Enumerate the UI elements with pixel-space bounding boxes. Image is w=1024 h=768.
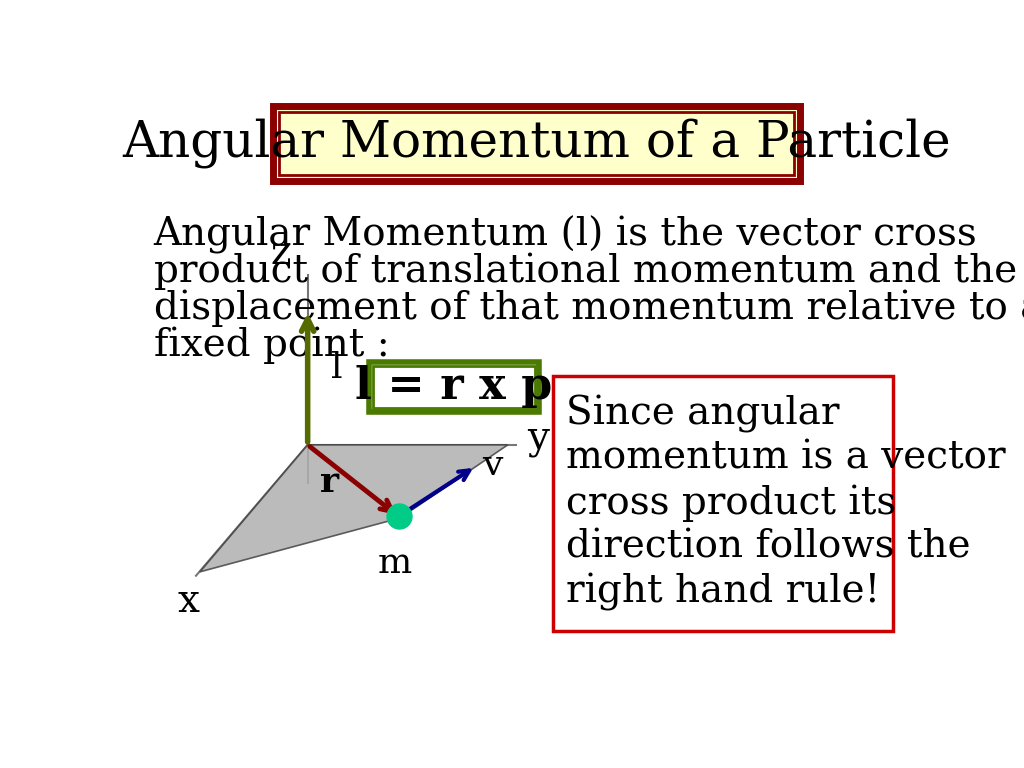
Text: Angular Momentum of a Particle: Angular Momentum of a Particle [122, 118, 951, 168]
Text: r: r [319, 465, 339, 498]
Text: y: y [527, 420, 549, 457]
Text: cross product its: cross product its [566, 484, 897, 521]
FancyBboxPatch shape [273, 106, 801, 180]
Text: m: m [378, 546, 412, 580]
Text: z: z [270, 234, 291, 272]
Text: fixed point :: fixed point : [154, 326, 389, 364]
Text: l: l [331, 351, 342, 385]
FancyBboxPatch shape [553, 376, 893, 631]
Text: direction follows the: direction follows the [566, 528, 971, 566]
Text: product of translational momentum and the: product of translational momentum and th… [154, 253, 1017, 290]
Text: v: v [481, 448, 502, 482]
Text: right hand rule!: right hand rule! [566, 574, 881, 611]
Text: l = r x p: l = r x p [355, 366, 553, 408]
FancyBboxPatch shape [370, 362, 539, 412]
Text: Since angular: Since angular [566, 395, 840, 433]
Text: x: x [177, 584, 200, 621]
Text: momentum is a vector: momentum is a vector [566, 439, 1006, 476]
Polygon shape [200, 445, 508, 572]
Text: displacement of that momentum relative to a: displacement of that momentum relative t… [154, 290, 1024, 326]
Text: Angular Momentum (l) is the vector cross: Angular Momentum (l) is the vector cross [154, 215, 978, 253]
